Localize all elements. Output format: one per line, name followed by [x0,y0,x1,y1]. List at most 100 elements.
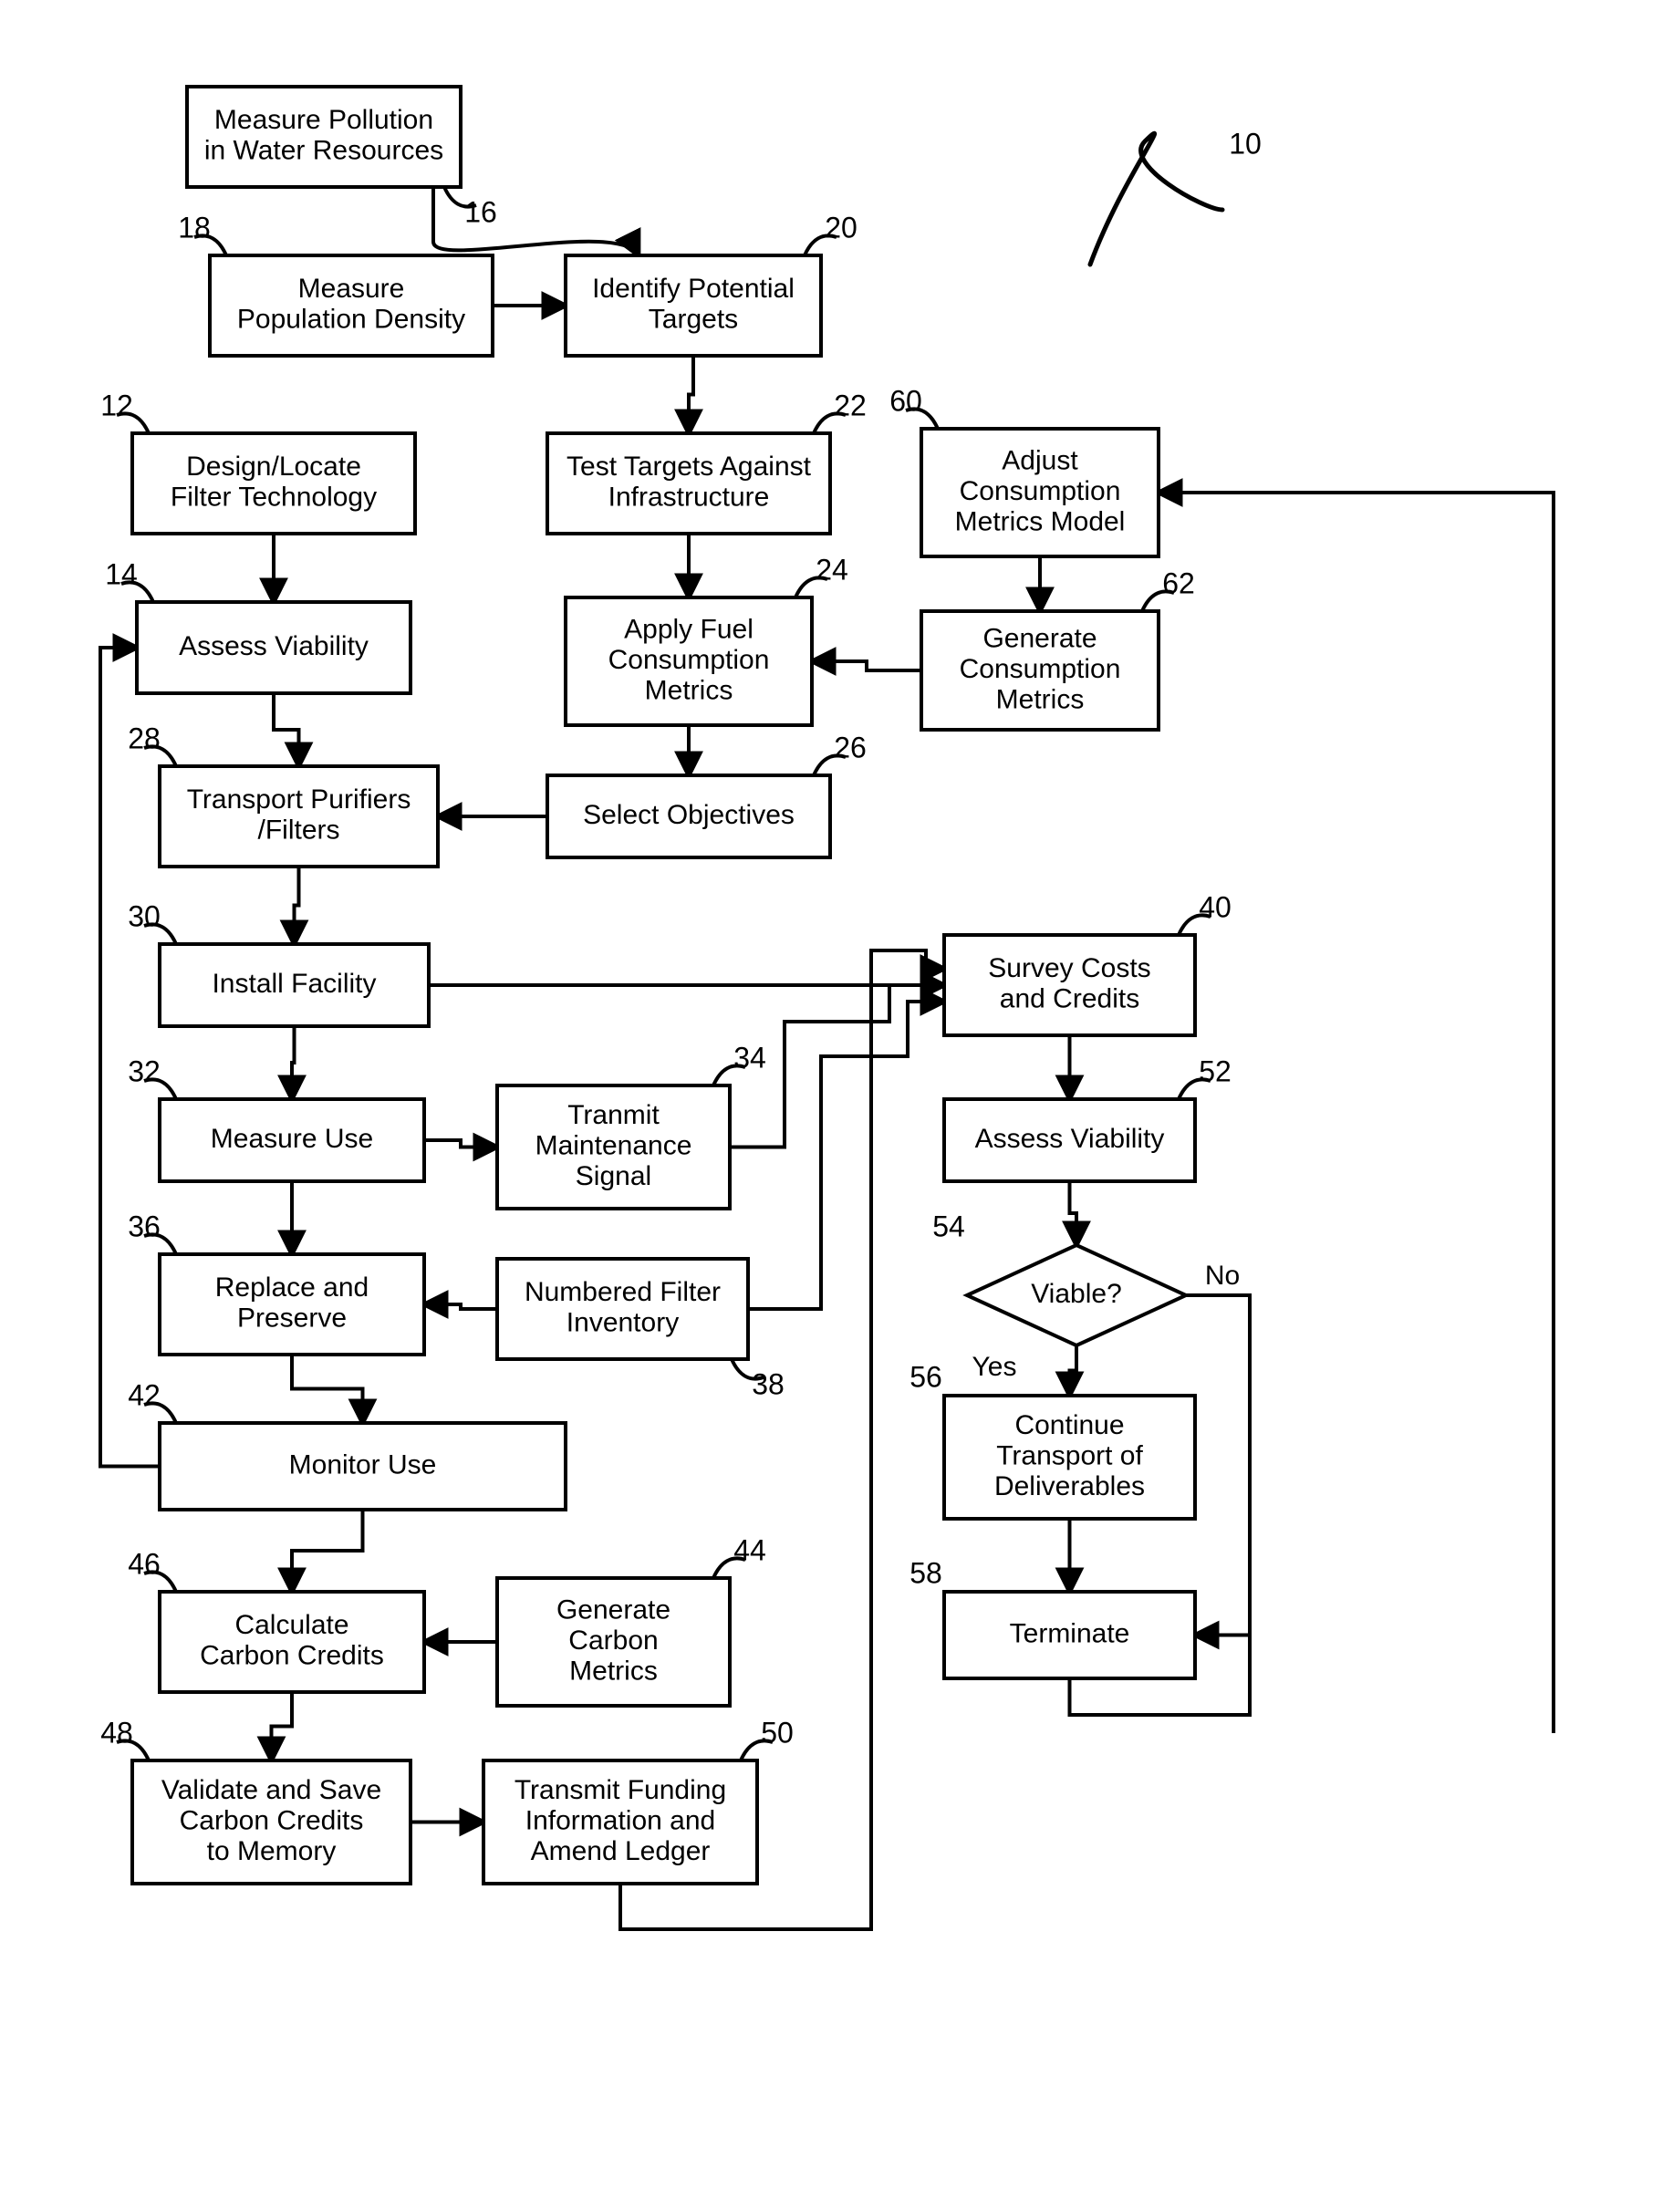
node-text: Measure Use [211,1124,373,1154]
ref-label-36: 36 [128,1210,176,1254]
edge-n20-n22 [689,356,693,433]
node-n44: GenerateCarbonMetrics [497,1578,730,1706]
ref-label-text: 46 [128,1547,161,1580]
node-n18: MeasurePopulation Density [210,255,493,356]
ref-label-text: 40 [1199,890,1232,923]
ref-label-62: 62 [1142,566,1195,611]
ref-label-12: 12 [100,389,149,433]
node-n48: Validate and SaveCarbon Creditsto Memory [132,1760,411,1884]
node-text: Assess Viability [179,631,369,661]
node-n26: Select Objectives [547,775,830,857]
node-text: Validate and Save [161,1775,381,1805]
ref-label-32: 32 [128,1054,176,1099]
node-text: Filter Technology [171,483,377,513]
node-text: Signal [576,1161,651,1191]
node-text: Transport Purifiers [187,784,411,815]
node-text: Consumption [960,654,1121,684]
ref-label-text: 18 [178,211,211,244]
figure-label: 10 [1090,127,1262,265]
ref-label-text: 42 [128,1378,161,1411]
ref-label-50: 50 [741,1716,794,1760]
edge-n14-n28 [274,693,299,766]
node-text: Replace and [215,1272,369,1303]
node-text: Terminate [1010,1618,1130,1648]
ref-label-text: 50 [761,1716,794,1749]
node-text: Numbered Filter [525,1277,721,1307]
node-n16: Measure Pollutionin Water Resources [187,87,461,187]
ref-label-56: 56 [909,1360,942,1393]
node-n20: Identify PotentialTargets [566,255,821,356]
edge-n42-n46 [292,1510,363,1592]
node-text: Install Facility [212,969,376,999]
node-n22: Test Targets AgainstInfrastructure [547,433,830,534]
node-text: Transport of [996,1440,1143,1470]
node-text: /Filters [258,815,340,846]
ref-label-text: 30 [128,899,161,932]
node-n52: Assess Viability [944,1099,1195,1181]
ref-label-text: 52 [1199,1054,1232,1087]
edge-n54-n56 [1070,1345,1077,1396]
node-n58: Terminate [944,1592,1195,1678]
ref-label-text: 36 [128,1210,161,1242]
ref-label-text: 24 [816,553,848,586]
decision-yes: Yes [972,1352,1017,1382]
edge-n28-n30 [295,867,299,944]
node-n62: GenerateConsumptionMetrics [921,611,1159,730]
ref-label-24: 24 [795,553,848,597]
ref-label-text: 16 [464,195,497,228]
decision-no: No [1205,1261,1240,1291]
node-text: Maintenance [535,1130,692,1160]
edge-n30-n32 [292,1026,295,1099]
ref-label-text: 60 [889,384,922,417]
node-n14: Assess Viability [137,602,411,693]
node-text: and Credits [1000,984,1139,1014]
ref-label-44: 44 [713,1533,766,1578]
node-text: Information and [525,1805,715,1835]
node-n28: Transport Purifiers/Filters [160,766,438,867]
node-text: Test Targets Against [566,452,812,482]
node-text: Metrics [645,676,733,706]
ref-label-16: 16 [444,187,497,228]
ref-label-text: 22 [834,389,867,421]
node-n46: CalculateCarbon Credits [160,1592,424,1692]
ref-label-text: 54 [932,1210,965,1242]
node-n40: Survey Costsand Credits [944,935,1195,1035]
ref-label-40: 40 [1179,890,1232,935]
ref-label-text: 62 [1162,566,1195,599]
node-n60: AdjustConsumptionMetrics Model [921,429,1159,556]
node-text: Continue [1014,1410,1124,1440]
node-text: Metrics [569,1656,658,1687]
ref-label-text: 44 [733,1533,766,1566]
node-text: Metrics [996,685,1085,715]
node-text: Calculate [234,1610,348,1640]
edge-n38-n40 [748,1002,944,1309]
node-text: Viable? [1031,1279,1122,1309]
ref-label-22: 22 [814,389,867,433]
node-text: Apply Fuel [624,614,754,644]
flowchart-canvas: Measure Pollutionin Water Resources Measu… [0,0,1663,2212]
node-text: Deliverables [994,1471,1145,1501]
ref-label-text: 48 [100,1716,133,1749]
node-text: Tranmit [567,1100,660,1130]
node-n12: Design/LocateFilter Technology [132,433,415,534]
node-n36: Replace andPreserve [160,1254,424,1355]
node-text: Preserve [237,1303,347,1334]
node-n34: TranmitMaintenanceSignal [497,1085,730,1209]
node-text: Carbon Credits [200,1641,384,1671]
node-text: Identify Potential [592,274,795,304]
figure-label-text: 10 [1229,127,1262,160]
ref-label-18: 18 [178,211,226,255]
ref-label-text: 58 [909,1556,942,1589]
ref-label-48: 48 [100,1716,149,1760]
ref-label-text: 12 [100,389,133,421]
node-n30: Install Facility [160,944,429,1026]
node-text: Inventory [566,1308,679,1338]
ref-label-46: 46 [128,1547,176,1592]
node-n24: Apply FuelConsumptionMetrics [566,597,812,725]
node-text: Carbon Credits [180,1805,364,1835]
ref-label-text: 32 [128,1054,161,1087]
ref-label-54: 54 [932,1210,965,1242]
node-n42: Monitor Use [160,1423,566,1510]
node-text: Population Density [237,305,465,335]
edge-n36-n42 [292,1355,363,1423]
